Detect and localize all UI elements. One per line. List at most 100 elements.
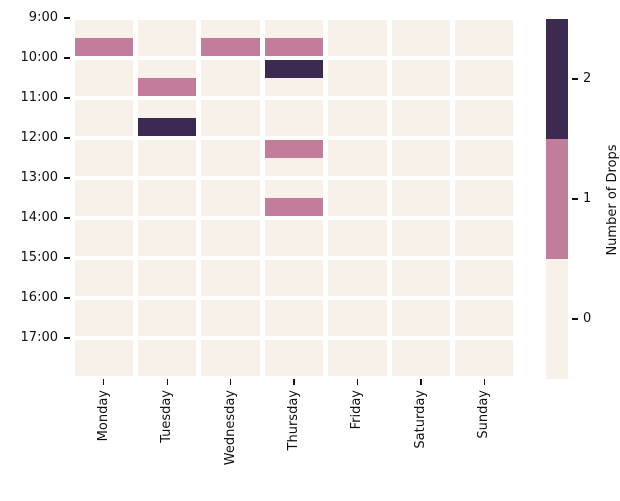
heatmap-cell [201,238,260,256]
y-tick-label: 17:00 [20,330,58,345]
y-tick-mark [64,297,70,299]
hour-block [137,140,197,176]
heatmap-cell [264,198,324,216]
heatmap-cell [264,340,324,358]
heatmap-cell [264,60,324,78]
hour-block [455,100,514,136]
hour-block [328,220,387,256]
hour-block [328,260,387,296]
heatmap-cell [264,238,324,256]
colorbar-tick-mark [572,78,578,80]
hour-block [455,180,514,216]
heatmap-cell [137,260,197,278]
heatmap-cell [455,140,514,158]
heatmap-cell [391,140,451,158]
heatmap-cell [391,60,451,78]
x-tick-label: Sunday [476,390,492,439]
heatmap-cell [455,260,514,278]
heatmap-cell [391,198,451,216]
x-tick-label: Monday [95,390,111,442]
heatmap-cell [455,220,514,238]
heatmap-cell [391,118,451,136]
hour-block [328,180,387,216]
heatmap-cell [391,358,451,376]
x-tick-mark [229,379,232,385]
heatmap-cell [455,158,514,176]
heatmap-cell [264,220,324,238]
y-tick-label: 12:00 [20,130,58,145]
hour-block [74,300,133,336]
hour-block [391,340,451,376]
heatmap-cell [201,198,260,216]
y-tick-mark [64,177,70,179]
heatmap-cell [455,60,514,78]
hour-block [201,60,260,96]
heatmap-cell [264,278,324,296]
x-tick-label: Friday [349,390,365,430]
heatmap-cell [74,198,133,216]
hour-block [201,260,260,296]
heatmap-cell [137,78,197,96]
heatmap-cell [264,158,324,176]
heatmap-cell [328,38,387,56]
heatmap-cell [264,260,324,278]
heatmap-cell [264,140,324,158]
hour-block [74,340,133,376]
hour-block [264,180,324,216]
heatmap-cell [391,260,451,278]
heatmap-cell [455,118,514,136]
heatmap-cell [264,78,324,96]
heatmap-cell [74,100,133,118]
hour-block [264,300,324,336]
heatmap-cell [391,100,451,118]
heatmap-cell [264,118,324,136]
heatmap-cell [264,20,324,38]
y-tick-label: 9:00 [28,10,58,25]
heatmap-cell [391,318,451,336]
hour-block [137,300,197,336]
x-tick-label: Thursday [286,390,301,451]
colorbar-tick-mark [572,318,578,320]
heatmap-cell [74,180,133,198]
hour-block [328,60,387,96]
heatmap-cell [201,340,260,358]
hour-block [455,140,514,176]
heatmap-cell [328,118,387,136]
heatmap-cell [328,100,387,118]
heatmap-cell [455,78,514,96]
hour-block [137,220,197,256]
heatmap-cell [328,180,387,198]
heatmap-cell [137,198,197,216]
heatmap-cell [201,158,260,176]
heatmap-cell [455,100,514,118]
hour-block [201,300,260,336]
heatmap-cell [137,140,197,158]
heatmap-cell [328,140,387,158]
hour-block [201,20,260,56]
hour-block [74,220,133,256]
heatmap-cell [328,278,387,296]
heatmap-cell [137,180,197,198]
heatmap-cell [137,300,197,318]
heatmap-cell [455,180,514,198]
hour-block [328,20,387,56]
hour-block [74,140,133,176]
hour-block [328,140,387,176]
heatmap-cell [328,158,387,176]
heatmap-cell [137,220,197,238]
heatmap-cell [74,278,133,296]
heatmap-cell [74,140,133,158]
hour-block [328,340,387,376]
heatmap-cell [391,238,451,256]
heatmap-cell [391,20,451,38]
heatmap-cell [74,318,133,336]
heatmap-cell [74,158,133,176]
heatmap-cell [328,220,387,238]
y-tick-mark [64,257,70,259]
colorbar-tick-label: 2 [583,71,592,86]
hour-block [74,60,133,96]
y-tick-mark [64,337,70,339]
hour-block [455,20,514,56]
hour-block [264,100,324,136]
